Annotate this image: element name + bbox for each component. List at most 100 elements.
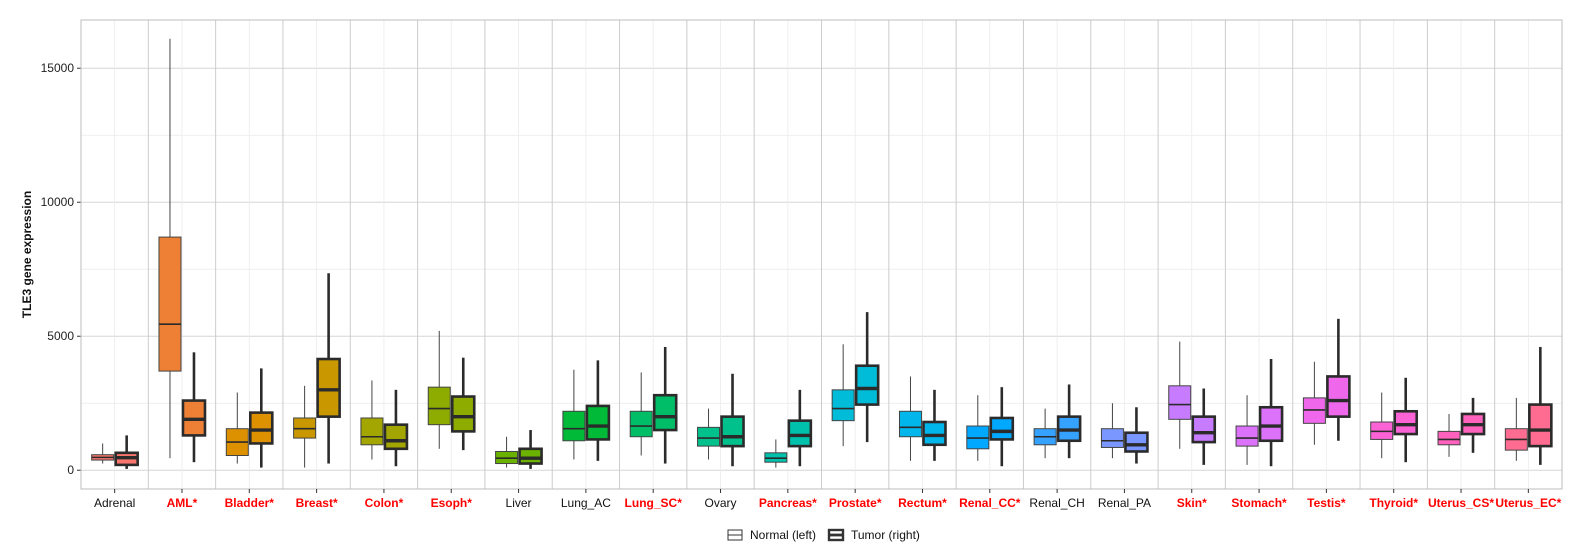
box-normal-colon bbox=[360, 380, 384, 460]
box-iqr bbox=[1191, 415, 1217, 444]
box-iqr bbox=[1235, 425, 1259, 447]
box-normal-skin bbox=[1168, 341, 1192, 449]
box-tumor-lung_sc bbox=[652, 346, 678, 464]
box-normal-breast bbox=[293, 385, 317, 468]
box-iqr bbox=[248, 411, 274, 445]
x-tick-label: Lung_SC* bbox=[625, 496, 683, 510]
x-tick-label: AML* bbox=[167, 496, 198, 510]
x-tick-label: Skin* bbox=[1177, 496, 1207, 510]
y-tick-label: 10000 bbox=[41, 195, 75, 209]
x-tick-label: Renal_CH bbox=[1029, 496, 1084, 510]
box-iqr bbox=[1528, 403, 1553, 448]
box-iqr bbox=[652, 393, 678, 432]
y-tick-label: 15000 bbox=[41, 61, 75, 75]
box-iqr bbox=[1258, 405, 1284, 443]
box-tumor-ovary bbox=[720, 373, 745, 467]
box-normal-prostate bbox=[831, 344, 855, 447]
box-iqr bbox=[787, 419, 813, 448]
box-normal-renal_cc bbox=[966, 395, 990, 461]
box-iqr bbox=[831, 389, 855, 422]
box-normal-adrenal bbox=[91, 443, 115, 464]
box-iqr bbox=[854, 364, 880, 406]
box-normal-bladder bbox=[225, 392, 249, 464]
x-tick-label: Breast* bbox=[296, 496, 338, 510]
box-normal-lung_ac bbox=[562, 369, 586, 460]
box-iqr bbox=[1168, 385, 1192, 420]
box-normal-ovary bbox=[697, 408, 721, 460]
box-tumor-prostate bbox=[854, 312, 880, 443]
box-normal-rectum bbox=[898, 376, 922, 461]
box-iqr bbox=[1393, 409, 1419, 436]
box-iqr bbox=[585, 404, 611, 441]
box-tumor-skin bbox=[1191, 388, 1217, 465]
box-normal-uterus_ec bbox=[1504, 397, 1528, 461]
box-iqr bbox=[697, 426, 721, 447]
box-iqr bbox=[1124, 431, 1149, 453]
box-tumor-liver bbox=[518, 430, 543, 469]
box-tumor-pancreas bbox=[787, 389, 813, 467]
box-tumor-esoph bbox=[450, 357, 476, 451]
x-tick-label: Uterus_CS* bbox=[1428, 496, 1494, 510]
box-normal-lung_sc bbox=[629, 372, 653, 456]
x-tick-label: Esoph* bbox=[431, 496, 473, 510]
box-tumor-thyroid bbox=[1393, 377, 1419, 463]
box-normal-aml bbox=[158, 38, 182, 459]
box-tumor-renal_pa bbox=[1124, 407, 1149, 464]
box-iqr bbox=[989, 416, 1015, 441]
legend-label: Normal (left) bbox=[750, 528, 816, 542]
box-tumor-uterus_cs bbox=[1460, 397, 1486, 453]
y-tick-label: 5000 bbox=[47, 329, 74, 343]
x-tick-label: Renal_PA bbox=[1098, 496, 1151, 510]
x-tick-label: Stomach* bbox=[1231, 496, 1287, 510]
x-tick-label: Renal_CC* bbox=[959, 496, 1021, 510]
box-iqr bbox=[383, 423, 409, 451]
box-iqr bbox=[922, 420, 947, 447]
box-tumor-breast bbox=[316, 273, 341, 464]
plot-border bbox=[80, 19, 1563, 490]
box-iqr bbox=[1437, 430, 1461, 446]
box-iqr bbox=[898, 410, 922, 438]
box-normal-renal_ch bbox=[1033, 408, 1057, 459]
box-tumor-adrenal bbox=[114, 435, 139, 469]
box-iqr bbox=[1100, 428, 1124, 448]
box-normal-uterus_cs bbox=[1437, 413, 1461, 457]
x-tick-label: Prostate* bbox=[829, 496, 882, 510]
box-normal-liver bbox=[495, 436, 519, 468]
box-normal-testis bbox=[1302, 361, 1326, 445]
box-iqr bbox=[427, 386, 451, 426]
legend-key-tumor bbox=[827, 528, 845, 542]
box-tumor-bladder bbox=[248, 368, 274, 468]
box-iqr bbox=[450, 395, 476, 433]
box-iqr bbox=[316, 357, 341, 418]
x-tick-label: Thyroid* bbox=[1369, 496, 1418, 510]
x-tick-label: Adrenal bbox=[94, 496, 135, 510]
box-iqr bbox=[629, 410, 653, 438]
box-iqr bbox=[158, 236, 182, 372]
box-normal-stomach bbox=[1235, 395, 1259, 465]
box-tumor-renal_ch bbox=[1056, 384, 1082, 459]
box-normal-esoph bbox=[427, 330, 451, 449]
box-tumor-uterus_ec bbox=[1528, 346, 1553, 465]
x-tick-label: Bladder* bbox=[225, 496, 275, 510]
box-iqr bbox=[518, 447, 543, 465]
box-normal-renal_pa bbox=[1100, 403, 1124, 459]
box-tumor-testis bbox=[1326, 318, 1351, 441]
box-tumor-lung_ac bbox=[585, 360, 611, 461]
y-axis-title: TLE3 gene expression bbox=[20, 191, 34, 318]
box-tumor-rectum bbox=[922, 389, 947, 461]
box-iqr bbox=[1326, 375, 1351, 418]
box-iqr bbox=[360, 417, 384, 446]
x-tick-label: Liver bbox=[506, 496, 532, 510]
legend-key-normal bbox=[727, 529, 743, 541]
x-tick-label: Colon* bbox=[365, 496, 404, 510]
x-tick-label: Pancreas* bbox=[759, 496, 817, 510]
x-tick-label: Testis* bbox=[1307, 496, 1346, 510]
legend: Normal (left) Tumor (right) bbox=[727, 528, 920, 542]
x-tick-label: Lung_AC bbox=[561, 496, 611, 510]
x-tick-label: Ovary bbox=[705, 496, 737, 510]
x-tick-label: Rectum* bbox=[898, 496, 947, 510]
box-normal-thyroid bbox=[1370, 392, 1394, 459]
box-tumor-renal_cc bbox=[989, 387, 1015, 467]
